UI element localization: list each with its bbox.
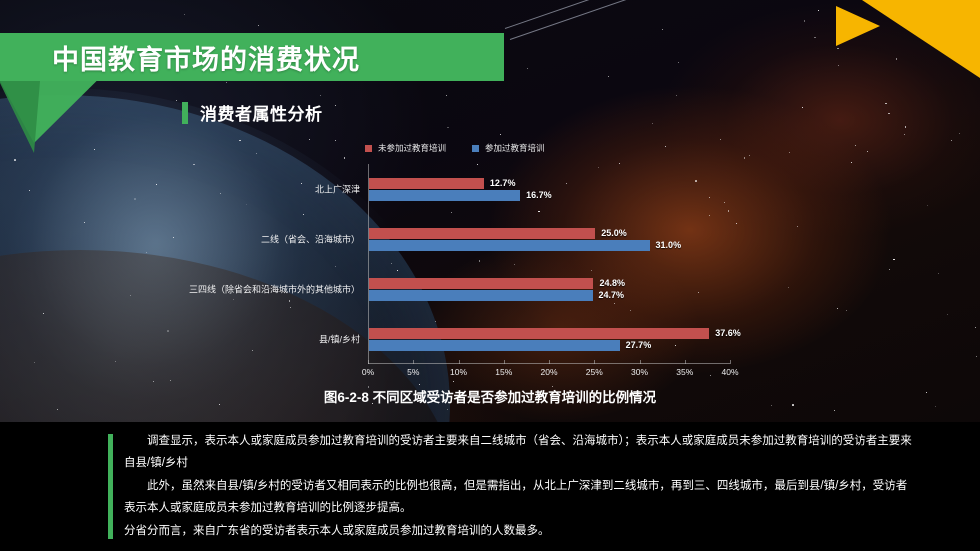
x-axis-tick-label: 35%	[676, 367, 694, 377]
legend-item-1[interactable]: 参加过教育培训	[472, 142, 545, 154]
chart-container: 未参加过教育培训 参加过教育培训 北上广深津二线（省会、沿海城市） 三四线（除省会和…	[150, 138, 830, 406]
x-axis-tick-label: 40%	[721, 367, 739, 377]
subtitle-label: 消费者属性分析	[200, 105, 323, 124]
x-axis-tick-label: 10%	[449, 367, 468, 377]
x-axis-tick-label: 20%	[540, 367, 558, 377]
commentary-text: 调查显示，表示本人或家庭成员参加过教育培训的受访者主要来自二线城市（省会、沿海城…	[124, 430, 914, 542]
category-label: 三四线（除省会和沿海城市外的其他城市）	[188, 284, 360, 295]
bar-1-2[interactable]	[369, 289, 593, 301]
x-axis-tick	[730, 360, 731, 364]
bar-0-0[interactable]	[369, 177, 484, 189]
subtitle: 消费者属性分析	[182, 100, 323, 125]
bar-value-label: 31.0%	[655, 240, 682, 250]
x-axis-tick-label: 5%	[407, 367, 420, 377]
commentary-paragraph-2: 分省分而言，来自广东省的受访者表示本人或家庭成员参加过教育培训的人数最多。	[124, 524, 550, 537]
x-axis-tick	[503, 360, 505, 364]
legend-item-0[interactable]: 未参加过教育培训	[365, 142, 446, 154]
page-title: 中国教育市场的消费状况	[52, 44, 360, 75]
bar-value-label: 24.7%	[598, 290, 625, 300]
chart-plot-area: 北上广深津二线（省会、沿海城市） 三四线（除省会和沿海城市外的其他城市） 县/镇/乡…	[150, 164, 830, 377]
title-banner: 中国教育市场的消费状况	[0, 33, 504, 81]
bar-value-label: 37.6%	[715, 328, 741, 338]
bar-0-1[interactable]	[369, 227, 596, 239]
commentary-panel: 调查显示，表示本人或家庭成员参加过教育培训的受访者主要来自二线城市（省会、沿海城…	[0, 422, 980, 551]
legend-label: 未参加过教育培训	[378, 143, 447, 153]
chart-caption: 图6-2-8 不同区域受访者是否参加过教育培训的比例情况	[323, 390, 657, 405]
x-axis-tick-label: 15%	[495, 367, 513, 377]
bar-value-label: 24.8%	[599, 278, 625, 288]
x-axis-tick	[594, 360, 596, 364]
commentary-paragraph-0: 调查显示，表示本人或家庭成员参加过教育培训的受访者主要来自二线城市（省会、沿海城…	[124, 435, 912, 470]
x-axis-tick	[549, 360, 550, 364]
bar-value-label: 12.7%	[489, 178, 516, 188]
bar-0-3[interactable]	[369, 327, 710, 339]
x-axis-tick-label: 0%	[361, 367, 375, 377]
category-label: 北上广深津	[314, 184, 360, 195]
x-axis-tick	[458, 360, 460, 364]
category-axis-labels: 北上广深津二线（省会、沿海城市） 三四线（除省会和沿海城市外的其他城市） 县/镇/乡…	[150, 164, 368, 364]
bar-value-label: 16.7%	[526, 190, 552, 200]
x-axis-tick-label: 30%	[630, 367, 649, 377]
x-axis-tick	[639, 360, 641, 364]
chart-legend: 未参加过教育培训 参加过教育培训	[365, 142, 545, 154]
legend-swatch-icon	[472, 144, 480, 152]
x-axis-tick	[684, 360, 686, 364]
bar-value-label: 25.0%	[601, 228, 627, 238]
legend-label: 参加过教育培训	[485, 143, 545, 153]
bar-1-1[interactable]	[369, 239, 650, 251]
y-axis-line	[368, 164, 369, 364]
x-axis-tick	[368, 360, 369, 364]
value-axis-area: 0% 5% 10% 15% 20% 25% 30% 35% 40% 12.7% 16.7% 25.0%…	[362, 164, 741, 377]
bar-value-label: 27.7%	[625, 340, 652, 350]
subtitle-accent-bar	[182, 101, 188, 124]
category-label: 二线（省会、沿海城市）	[260, 234, 360, 245]
x-axis-tick-label: 25%	[585, 367, 603, 377]
bar-1-0[interactable]	[369, 189, 521, 201]
commentary-paragraph-1: 此外，虽然来自县/镇/乡村的受访者又相同表示的比例也很高，但是需指出，从北上广深…	[124, 479, 908, 515]
bar-0-2[interactable]	[369, 277, 594, 289]
bar-1-3[interactable]	[369, 339, 620, 351]
category-label: 县/镇/乡村	[318, 334, 360, 345]
commentary-accent-bar	[108, 434, 113, 539]
x-axis-tick	[413, 360, 415, 364]
legend-swatch-icon	[365, 144, 372, 152]
